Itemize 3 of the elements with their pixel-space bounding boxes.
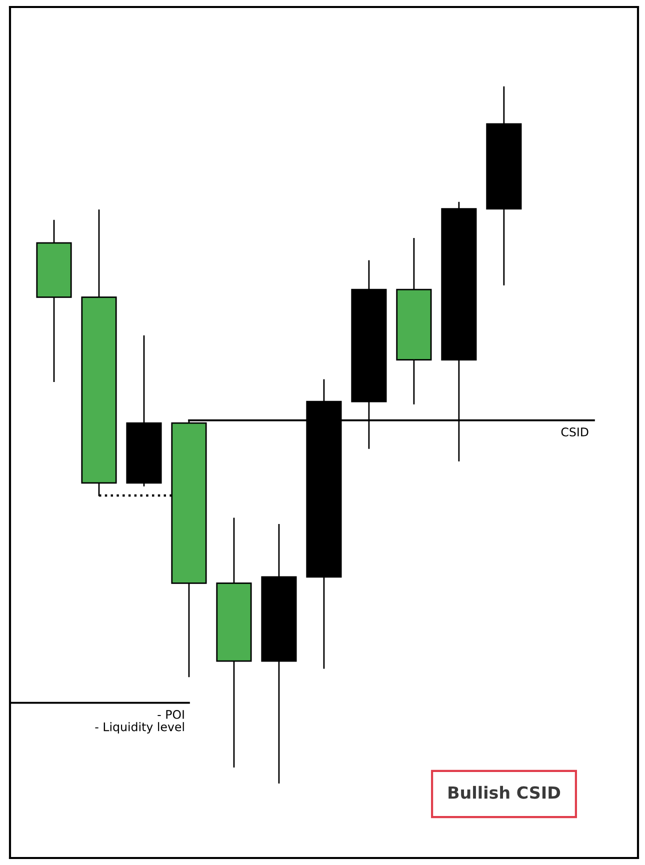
ref-line-label: CSID (561, 427, 588, 436)
text: Bullish CSID (448, 786, 560, 799)
ref-line-label: - POI - Liquidity level (95, 710, 184, 734)
